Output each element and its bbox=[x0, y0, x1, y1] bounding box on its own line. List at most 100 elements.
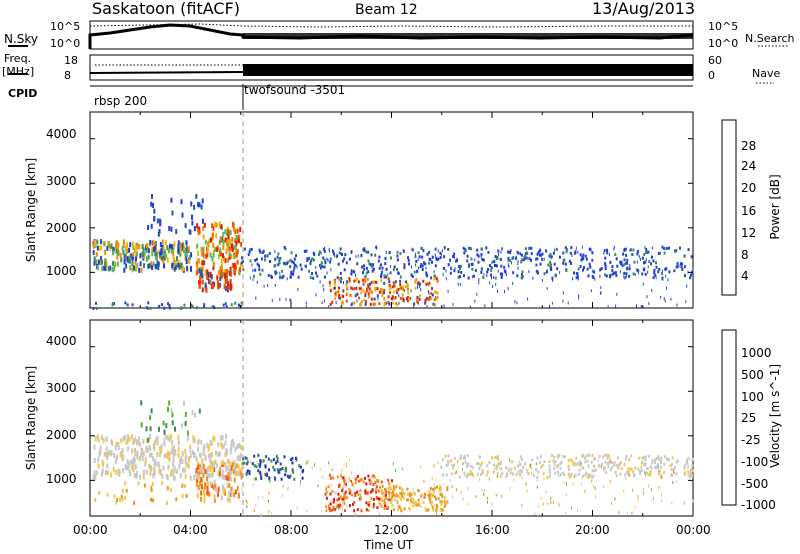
data-cell bbox=[567, 464, 570, 468]
data-cell bbox=[692, 499, 694, 503]
data-cell bbox=[494, 276, 497, 280]
data-cell bbox=[161, 303, 164, 307]
data-cell bbox=[383, 302, 386, 305]
data-cell bbox=[341, 507, 343, 511]
data-cell bbox=[445, 277, 447, 281]
data-cell bbox=[577, 277, 579, 281]
data-cell bbox=[636, 252, 639, 256]
data-cell bbox=[167, 464, 170, 470]
data-cell bbox=[210, 274, 213, 280]
data-cell bbox=[141, 244, 144, 250]
data-cell bbox=[632, 470, 635, 474]
data-cell bbox=[170, 408, 173, 414]
data-cell bbox=[202, 463, 205, 469]
data-cell bbox=[228, 483, 231, 488]
data-cell bbox=[517, 464, 520, 468]
data-cell bbox=[615, 304, 617, 308]
data-cell bbox=[185, 247, 188, 253]
data-cell bbox=[652, 497, 654, 501]
data-cell bbox=[403, 263, 406, 267]
data-cell bbox=[459, 475, 461, 479]
data-cell bbox=[578, 460, 581, 464]
data-cell bbox=[434, 264, 437, 268]
data-cell bbox=[144, 461, 147, 467]
data-cell bbox=[391, 493, 394, 497]
data-cell bbox=[393, 498, 396, 502]
data-cell bbox=[449, 479, 451, 483]
data-cell bbox=[111, 303, 114, 307]
data-cell bbox=[285, 261, 287, 265]
x-axis-title: Time UT bbox=[364, 538, 414, 552]
data-cell bbox=[576, 275, 579, 279]
data-cell bbox=[260, 513, 262, 517]
data-cell bbox=[139, 441, 142, 447]
data-cell bbox=[553, 500, 554, 504]
data-cell bbox=[174, 426, 176, 432]
freq-label-2: [MHz] bbox=[2, 65, 35, 78]
data-cell bbox=[329, 509, 332, 513]
data-cell bbox=[191, 450, 194, 456]
data-cell bbox=[203, 222, 206, 228]
data-cell bbox=[242, 461, 245, 465]
data-cell bbox=[300, 267, 303, 271]
data-cell bbox=[581, 466, 583, 470]
data-cell bbox=[447, 263, 450, 267]
data-cell bbox=[577, 509, 578, 512]
data-cell bbox=[539, 253, 541, 257]
data-cell bbox=[672, 481, 674, 485]
data-cell bbox=[587, 473, 590, 477]
data-cell bbox=[258, 268, 261, 272]
data-cell bbox=[339, 495, 342, 499]
data-cell bbox=[503, 265, 506, 269]
data-cell bbox=[672, 468, 675, 471]
power-cbar-20: 20 bbox=[741, 181, 757, 195]
data-cell bbox=[257, 453, 260, 457]
data-cell bbox=[132, 254, 135, 260]
data-cell bbox=[219, 248, 222, 254]
data-cell bbox=[337, 262, 340, 266]
data-cell bbox=[499, 460, 502, 464]
data-cell bbox=[637, 494, 639, 498]
data-cell bbox=[509, 249, 512, 253]
data-cell bbox=[180, 262, 183, 268]
data-cell bbox=[177, 244, 180, 250]
data-cell bbox=[445, 473, 448, 477]
data-cell bbox=[346, 292, 349, 296]
data-cell bbox=[686, 458, 689, 462]
data-cell bbox=[212, 242, 215, 248]
data-cell bbox=[431, 260, 433, 264]
data-cell bbox=[453, 269, 456, 273]
data-cell bbox=[676, 262, 679, 266]
data-cell bbox=[387, 295, 390, 299]
data-cell bbox=[380, 496, 383, 500]
data-cell bbox=[623, 247, 626, 251]
data-cell bbox=[411, 248, 414, 252]
data-cell bbox=[536, 485, 538, 489]
data-cell bbox=[491, 261, 493, 264]
data-cell bbox=[420, 494, 423, 498]
data-cell bbox=[399, 283, 402, 287]
data-cell bbox=[229, 266, 232, 272]
data-cell bbox=[548, 464, 551, 468]
data-cell bbox=[383, 291, 385, 295]
data-cell bbox=[468, 246, 471, 250]
data-cell bbox=[434, 290, 437, 294]
data-cell bbox=[511, 460, 514, 464]
data-cell bbox=[428, 250, 431, 254]
data-cell bbox=[559, 271, 561, 275]
data-cell bbox=[604, 267, 607, 270]
data-cell bbox=[371, 265, 373, 269]
data-cell bbox=[285, 466, 287, 470]
data-cell bbox=[160, 443, 163, 449]
data-cell bbox=[372, 267, 375, 271]
data-cell bbox=[635, 268, 638, 272]
data-cell bbox=[443, 496, 446, 499]
data-cell bbox=[433, 495, 436, 499]
data-cell bbox=[530, 463, 532, 467]
freq-axis-right-bottom: 0 bbox=[708, 69, 715, 82]
data-cell bbox=[283, 455, 286, 459]
data-cell bbox=[177, 452, 180, 458]
data-cell bbox=[173, 258, 176, 264]
data-cell bbox=[623, 271, 626, 275]
data-cell bbox=[329, 260, 332, 264]
